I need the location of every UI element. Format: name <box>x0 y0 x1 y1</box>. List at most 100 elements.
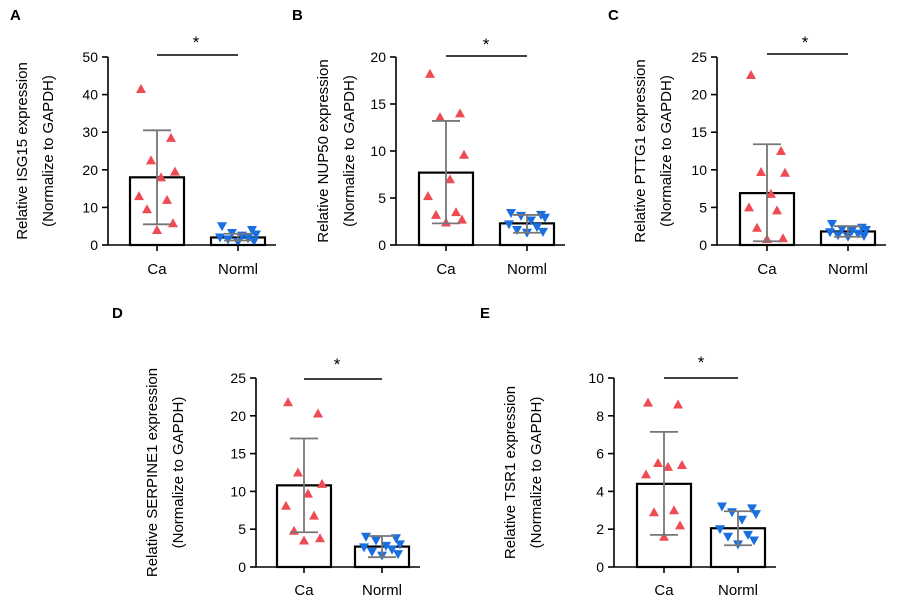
data-point-ca <box>162 194 172 204</box>
category-label-ca: Ca <box>294 582 314 599</box>
data-point-norml <box>859 231 869 241</box>
data-point-norml <box>526 216 536 226</box>
data-point-norml <box>504 220 514 230</box>
data-point-ca <box>677 459 687 469</box>
data-point-ca <box>134 191 144 201</box>
panel-letter: D <box>112 305 123 322</box>
data-point-norml <box>827 219 837 229</box>
y-tick-label: 10 <box>588 370 604 386</box>
y-tick-label: 40 <box>82 87 98 103</box>
data-point-norml <box>861 225 871 235</box>
data-point-ca <box>445 174 455 184</box>
y-axis-label: Relative ISG15 expression <box>14 62 31 240</box>
data-point-norml <box>847 226 857 236</box>
y-tick-label: 8 <box>596 408 604 424</box>
data-point-norml <box>727 508 737 518</box>
data-point-norml <box>361 532 371 542</box>
data-point-norml <box>837 225 847 235</box>
y-tick-label: 20 <box>82 162 98 178</box>
data-point-ca <box>744 202 754 212</box>
y-tick-label: 5 <box>378 190 386 206</box>
y-axis-sublabel: (Normalize to GAPDH) <box>170 397 187 549</box>
data-point-ca <box>283 397 293 407</box>
data-point-ca <box>659 531 669 541</box>
y-axis-sublabel: (Normalize to GAPDH) <box>341 75 358 227</box>
data-point-ca <box>455 108 465 118</box>
data-point-ca <box>776 146 786 155</box>
data-point-norml <box>251 230 261 240</box>
data-point-norml <box>217 222 227 232</box>
data-point-norml <box>833 231 843 241</box>
y-tick-label: 2 <box>596 521 604 537</box>
panel-b: B Relative NUP50 expression (Normalize to … <box>292 7 565 278</box>
data-point-norml <box>723 532 733 542</box>
data-point-ca <box>313 408 323 418</box>
data-point-ca <box>643 397 653 407</box>
significance-star: * <box>193 33 200 52</box>
y-tick-label: 10 <box>230 483 246 499</box>
y-axis-label: Relative NUP50 expression <box>315 59 332 242</box>
data-point-ca <box>675 520 685 530</box>
data-point-ca <box>653 458 663 468</box>
panel-d: D Relative SERPINE1 expression (Normalize … <box>112 305 420 599</box>
data-point-norml <box>853 229 863 239</box>
category-label-norml: Norml <box>362 582 402 599</box>
data-point-norml <box>751 510 761 520</box>
data-point-norml <box>247 225 257 235</box>
data-point-ca <box>156 172 166 182</box>
panel-a: A Relative ISG15 expression (Normalize to … <box>10 7 276 278</box>
data-point-ca <box>146 155 156 165</box>
data-point-norml <box>749 536 759 546</box>
data-point-ca <box>752 222 762 232</box>
data-point-ca <box>780 167 790 177</box>
data-point-ca <box>663 461 673 471</box>
y-tick-label: 6 <box>596 446 604 462</box>
panel-e: E Relative TSR1 expression (Normalize to G… <box>480 305 776 599</box>
data-point-ca <box>756 167 766 177</box>
significance-star: * <box>334 355 341 374</box>
data-point-ca <box>425 68 435 78</box>
data-point-ca <box>293 467 303 477</box>
data-point-ca <box>459 149 469 159</box>
data-point-norml <box>359 543 369 553</box>
data-point-norml <box>747 504 757 514</box>
y-tick-label: 10 <box>691 162 707 178</box>
data-point-norml <box>825 228 835 238</box>
significance-star: * <box>698 353 705 372</box>
data-point-norml <box>393 550 403 560</box>
y-tick-label: 20 <box>370 49 386 65</box>
panel-letter: A <box>10 7 21 24</box>
significance-star: * <box>802 33 809 52</box>
data-point-ca <box>746 70 756 80</box>
data-point-ca <box>673 399 683 409</box>
category-label-ca: Ca <box>757 261 777 278</box>
data-point-ca <box>170 166 180 176</box>
y-tick-label: 0 <box>596 559 604 575</box>
data-point-norml <box>215 233 225 243</box>
panel-letter: C <box>608 7 619 24</box>
panel-letter: E <box>480 305 490 322</box>
data-point-norml <box>737 515 747 525</box>
data-point-norml <box>538 227 548 237</box>
data-point-ca <box>457 214 467 224</box>
data-point-norml <box>512 225 522 235</box>
data-point-ca <box>772 205 782 215</box>
category-label-norml: Norml <box>218 261 258 278</box>
data-point-norml <box>715 525 725 535</box>
data-point-ca <box>435 112 445 122</box>
panel-c: C Relative PTTG1 expression (Normalize to … <box>608 7 886 278</box>
y-tick-label: 10 <box>370 143 386 159</box>
y-tick-label: 0 <box>699 237 707 253</box>
panel-letter: B <box>292 7 303 24</box>
data-point-norml <box>381 541 391 551</box>
data-point-norml <box>367 547 377 557</box>
y-axis-label: Relative TSR1 expression <box>502 386 519 559</box>
data-point-norml <box>371 536 381 546</box>
data-point-ca <box>303 488 313 498</box>
y-tick-label: 4 <box>596 483 604 499</box>
y-tick-label: 0 <box>90 237 98 253</box>
y-tick-label: 25 <box>691 49 707 65</box>
y-tick-label: 25 <box>230 370 246 386</box>
y-axis-label: Relative SERPINE1 expression <box>144 368 161 577</box>
